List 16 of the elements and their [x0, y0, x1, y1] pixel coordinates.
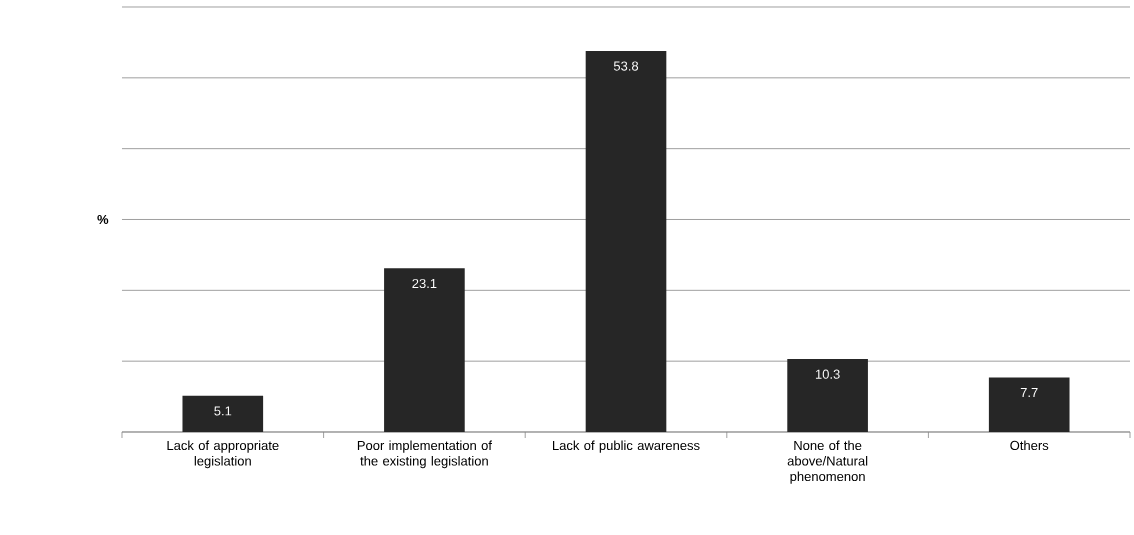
x-tick-label: Poor implementation of the existing legislation	[357, 440, 492, 469]
x-tick-label: Lack of appropriate legislation	[167, 440, 279, 469]
bar	[988, 377, 1070, 432]
data-label: 10.3	[815, 369, 840, 379]
y-axis-title: %	[97, 214, 109, 225]
bar	[585, 50, 667, 432]
data-label: 7.7	[1020, 387, 1038, 397]
x-tick-label: Others	[1010, 440, 1049, 451]
bar	[182, 395, 264, 432]
data-label: 53.8	[613, 61, 639, 71]
bar	[787, 359, 868, 432]
data-label: 23.1	[412, 278, 437, 289]
data-label: 5.1	[214, 406, 232, 416]
x-tick-label: None of the above/Natural phenomenon	[787, 440, 868, 484]
bar	[384, 268, 465, 432]
x-tick-label: Lack of public awareness	[553, 440, 700, 453]
